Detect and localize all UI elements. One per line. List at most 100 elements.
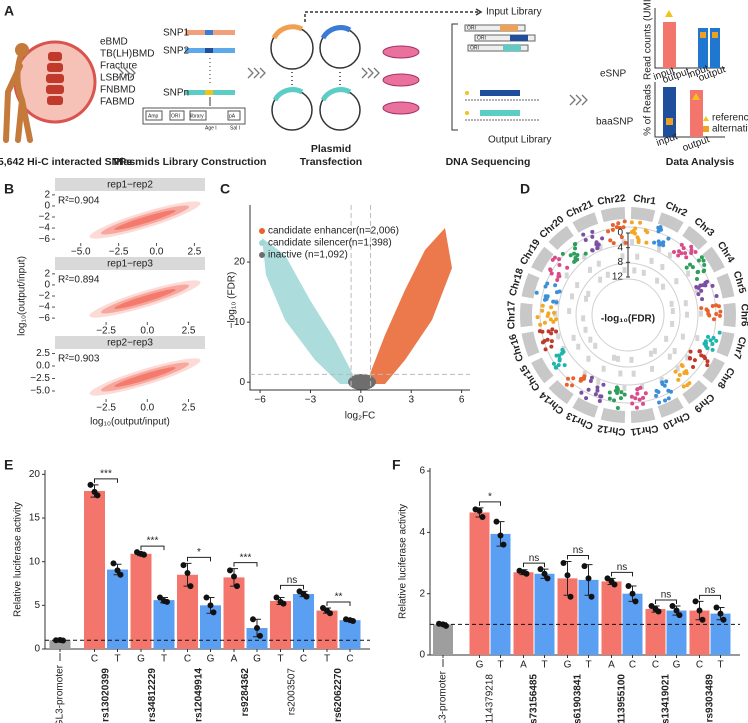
data-point bbox=[608, 578, 615, 585]
allele-label: C bbox=[652, 660, 659, 671]
chromosome-sector bbox=[723, 302, 737, 328]
snp-dot bbox=[699, 288, 704, 293]
bar bbox=[469, 512, 490, 655]
snp-dot bbox=[666, 396, 671, 401]
data-point bbox=[541, 570, 548, 577]
snp-dot bbox=[664, 379, 669, 384]
track-segment bbox=[695, 335, 700, 342]
snp-dot bbox=[557, 257, 562, 262]
track-segment bbox=[575, 282, 580, 289]
data-point bbox=[184, 570, 191, 577]
snp-dot bbox=[704, 341, 709, 346]
bar bbox=[316, 610, 338, 649]
track-segment bbox=[635, 253, 640, 260]
allele-label: C bbox=[91, 654, 98, 665]
chromosome-sector bbox=[572, 212, 599, 233]
snp-dot bbox=[654, 393, 659, 398]
track-segment bbox=[683, 300, 688, 307]
scatter-cloud bbox=[114, 289, 176, 309]
bar bbox=[490, 533, 511, 655]
significance-bracket bbox=[611, 571, 633, 577]
snp-dot bbox=[595, 385, 600, 390]
data-point bbox=[479, 514, 486, 521]
track-segment bbox=[648, 350, 653, 357]
x-tick-label: −5.0 bbox=[71, 247, 91, 258]
bar bbox=[666, 610, 687, 655]
snp-dot bbox=[710, 347, 715, 352]
snp-dot bbox=[623, 240, 628, 245]
chromosome-sector bbox=[520, 302, 533, 328]
track-segment bbox=[582, 370, 587, 377]
snp-dot bbox=[573, 246, 578, 251]
snp-dot bbox=[622, 219, 627, 224]
snp-dot bbox=[596, 242, 601, 247]
track-segment bbox=[672, 348, 677, 355]
r2-annotation: R²=0.903 bbox=[58, 354, 100, 365]
data-point bbox=[673, 607, 680, 614]
snp-dot bbox=[551, 299, 556, 304]
snp-dot bbox=[622, 392, 627, 397]
track-segment bbox=[588, 336, 593, 343]
facet-strip bbox=[55, 178, 205, 191]
data-point bbox=[157, 594, 163, 601]
snp-dot bbox=[614, 225, 619, 230]
snp-dot bbox=[552, 255, 557, 260]
data-point bbox=[227, 567, 233, 574]
track-segment bbox=[698, 310, 703, 317]
snp-dot bbox=[696, 258, 701, 263]
snp-dot bbox=[588, 378, 593, 383]
scatter-cloud bbox=[114, 210, 176, 230]
allele-label: A bbox=[231, 654, 238, 665]
track-segment bbox=[667, 252, 672, 259]
track-segment bbox=[584, 295, 589, 302]
bar bbox=[270, 600, 291, 649]
bar bbox=[339, 620, 361, 649]
plasmids bbox=[270, 8, 483, 131]
data-point bbox=[625, 583, 632, 590]
snp-dot bbox=[595, 388, 600, 393]
axis bbox=[249, 205, 470, 391]
snp-dot bbox=[706, 334, 711, 339]
snp-dot bbox=[582, 374, 587, 379]
trait-label: FABMD bbox=[100, 97, 134, 108]
bar bbox=[177, 574, 198, 649]
snp-dot bbox=[714, 294, 719, 299]
chevron bbox=[367, 67, 374, 79]
snp-dot bbox=[638, 385, 643, 390]
scatter-cloud bbox=[114, 367, 176, 387]
y-tick-label: 5 bbox=[34, 600, 40, 611]
track-segment bbox=[622, 384, 627, 391]
allele-label: T bbox=[717, 660, 723, 671]
data-point bbox=[114, 567, 121, 574]
data-point bbox=[203, 594, 210, 601]
legend-label: inactive (n=1,092) bbox=[268, 250, 348, 261]
bar bbox=[153, 600, 175, 649]
chromosome-sector bbox=[548, 225, 574, 250]
data-point bbox=[699, 616, 706, 623]
y-tick-label: 10 bbox=[29, 556, 41, 567]
snp-dot bbox=[694, 276, 699, 281]
track-segment bbox=[570, 293, 575, 300]
category-label: rs13419021 bbox=[661, 674, 672, 723]
y-tick-label: −5.0 bbox=[30, 386, 50, 397]
significance-label: ns bbox=[529, 553, 540, 564]
track-segment bbox=[660, 264, 665, 271]
snp-dot bbox=[633, 396, 638, 401]
y-tick-label: 2 bbox=[44, 190, 50, 201]
step-caption: Data Analysis bbox=[666, 156, 735, 168]
snp-dot bbox=[662, 383, 667, 388]
allele-label: G bbox=[476, 660, 484, 671]
facet-title: rep1−rep3 bbox=[107, 259, 153, 270]
snp-dot bbox=[590, 229, 595, 234]
legend-label: candidate enhancer(n=2,006) bbox=[268, 226, 399, 237]
snp-dot bbox=[608, 238, 613, 243]
libraries bbox=[451, 23, 540, 131]
trait-label: FNBMD bbox=[100, 85, 136, 96]
data-point bbox=[585, 575, 592, 582]
snp-dot bbox=[629, 394, 634, 399]
x-tick-label: 2.5 bbox=[182, 326, 196, 337]
track-segment bbox=[655, 277, 660, 284]
category-label: rs34812229 bbox=[147, 668, 158, 722]
track-segment bbox=[686, 270, 691, 277]
bar bbox=[293, 593, 314, 649]
